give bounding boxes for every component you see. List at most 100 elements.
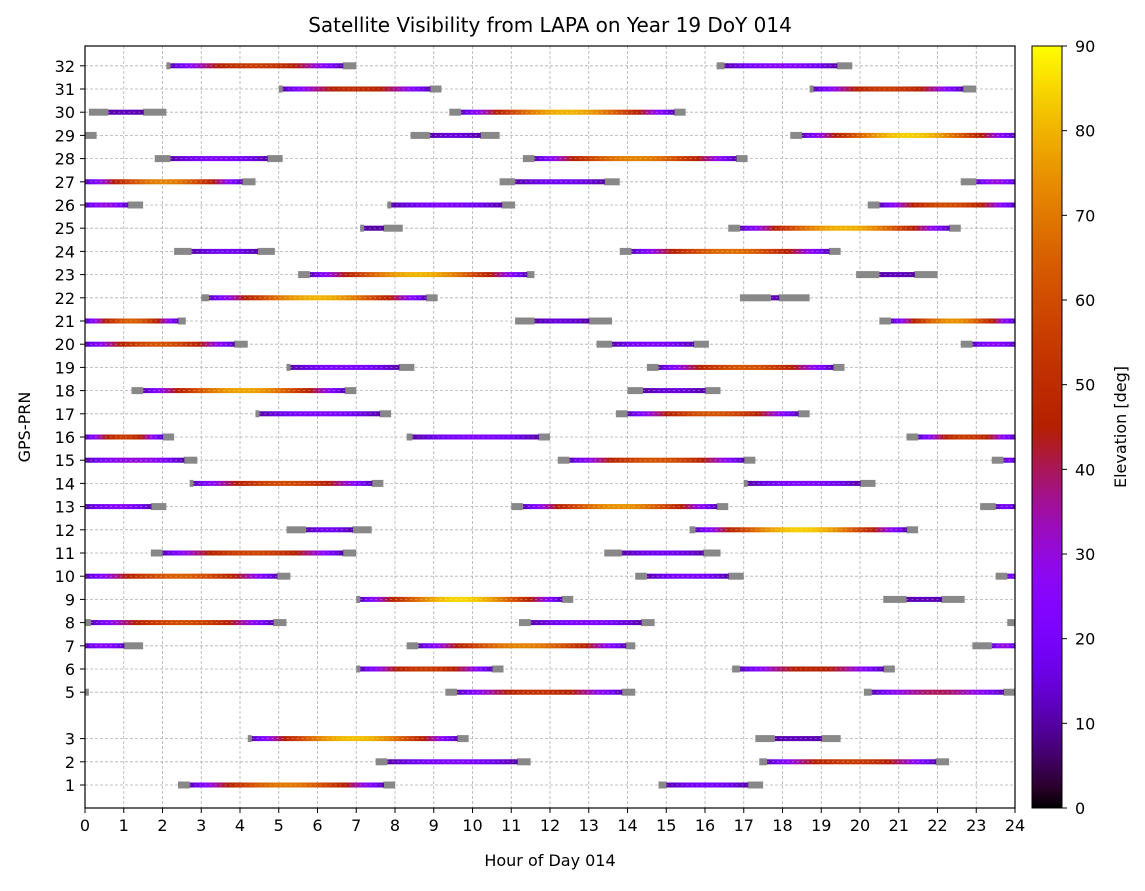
elevation-segment xyxy=(117,643,122,649)
below-mask-segment xyxy=(85,619,91,627)
elevation-segment xyxy=(426,202,431,208)
elevation-segment xyxy=(199,480,204,486)
below-mask-segment xyxy=(286,526,306,534)
elevation-segment xyxy=(899,272,904,278)
elevation-segment xyxy=(645,504,649,510)
elevation-segment xyxy=(951,318,956,324)
elevation-segment xyxy=(245,295,249,301)
elevation-segment xyxy=(637,248,641,254)
y-tick-label: 5 xyxy=(65,683,75,702)
elevation-segment xyxy=(195,550,200,556)
elevation-segment xyxy=(356,782,361,788)
elevation-segment xyxy=(690,388,694,394)
elevation-segment xyxy=(573,689,578,695)
elevation-segment xyxy=(882,132,887,138)
elevation-segment xyxy=(648,550,653,556)
elevation-segment xyxy=(230,388,234,394)
elevation-segment xyxy=(984,132,989,138)
y-tick-label: 8 xyxy=(65,614,75,633)
elevation-segment xyxy=(585,318,590,324)
below-mask-segment xyxy=(621,688,636,696)
elevation-segment xyxy=(430,643,434,649)
elevation-segment xyxy=(815,527,820,533)
elevation-segment xyxy=(335,480,340,486)
elevation-segment xyxy=(97,179,101,185)
elevation-segment xyxy=(745,225,750,231)
elevation-segment xyxy=(812,736,817,742)
elevation-segment xyxy=(96,434,101,440)
elevation-segment xyxy=(475,643,479,649)
elevation-segment xyxy=(329,295,334,301)
elevation-segment xyxy=(231,341,235,347)
elevation-segment xyxy=(774,295,777,301)
elevation-segment xyxy=(805,225,810,231)
elevation-segment xyxy=(950,86,955,92)
elevation-segment xyxy=(577,179,582,185)
elevation-segment xyxy=(689,573,693,579)
elevation-segment xyxy=(126,573,131,579)
elevation-segment xyxy=(501,596,506,602)
below-mask-segment xyxy=(352,526,372,534)
elevation-segment xyxy=(331,411,336,417)
elevation-segment xyxy=(849,132,854,138)
elevation-segment xyxy=(197,63,202,69)
elevation-segment xyxy=(299,388,304,394)
elevation-segment xyxy=(446,666,451,672)
elevation-segment xyxy=(710,457,715,463)
elevation-segment xyxy=(229,480,234,486)
elevation-segment xyxy=(242,295,246,301)
elevation-segment xyxy=(476,666,481,672)
elevation-segment xyxy=(731,457,736,463)
elevation-segment xyxy=(269,388,274,394)
elevation-segment xyxy=(782,527,787,533)
elevation-segment xyxy=(546,318,551,324)
elevation-segment xyxy=(323,364,328,370)
elevation-segment xyxy=(342,736,346,742)
elevation-segment xyxy=(823,248,827,254)
elevation-segment xyxy=(395,295,400,301)
below-mask-segment xyxy=(747,781,764,789)
y-tick-label: 18 xyxy=(55,382,75,401)
elevation-segment xyxy=(914,86,919,92)
elevation-segment xyxy=(908,86,913,92)
elevation-segment xyxy=(261,63,265,69)
elevation-segment xyxy=(676,364,681,370)
elevation-segment xyxy=(999,341,1004,347)
elevation-segment xyxy=(806,736,811,742)
elevation-segment xyxy=(969,132,974,138)
elevation-segment xyxy=(946,225,950,231)
elevation-segment xyxy=(948,318,953,324)
elevation-segment xyxy=(132,573,137,579)
elevation-segment xyxy=(525,596,530,602)
elevation-segment xyxy=(467,666,472,672)
elevation-segment xyxy=(733,248,737,254)
below-mask-segment xyxy=(941,595,965,603)
elevation-segment xyxy=(366,596,370,602)
elevation-segment xyxy=(937,689,942,695)
below-mask-segment xyxy=(743,456,756,464)
elevation-segment xyxy=(421,643,425,649)
elevation-segment xyxy=(468,759,473,765)
elevation-segment xyxy=(447,596,451,602)
below-mask-segment xyxy=(906,526,919,534)
elevation-segment xyxy=(555,504,560,510)
elevation-segment xyxy=(594,504,598,510)
elevation-segment xyxy=(451,643,455,649)
elevation-segment xyxy=(281,736,286,742)
elevation-segment xyxy=(1002,341,1007,347)
elevation-segment xyxy=(218,248,223,254)
x-tick-label: 6 xyxy=(312,816,322,835)
elevation-segment xyxy=(587,457,592,463)
elevation-segment xyxy=(216,782,221,788)
elevation-segment xyxy=(126,504,131,510)
elevation-segment xyxy=(755,527,760,533)
elevation-segment xyxy=(528,689,533,695)
elevation-segment xyxy=(759,480,764,486)
elevation-segment xyxy=(760,364,765,370)
elevation-segment xyxy=(520,272,525,278)
elevation-segment xyxy=(581,457,586,463)
elevation-segment xyxy=(445,643,449,649)
elevation-segment xyxy=(803,759,807,765)
elevation-segment xyxy=(936,318,940,324)
elevation-segment xyxy=(720,411,724,417)
